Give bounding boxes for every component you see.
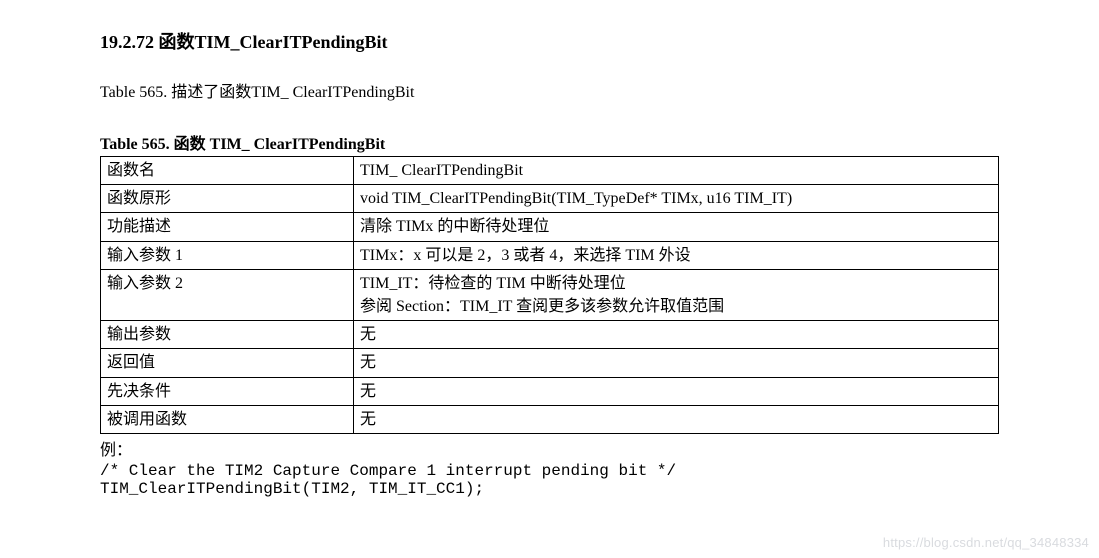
table-cell-value: TIM_IT：待检查的 TIM 中断待处理位参阅 Section：TIM_IT … [354, 269, 999, 320]
table-cell-value: TIMx：x 可以是 2，3 或者 4，来选择 TIM 外设 [354, 241, 999, 269]
table-cell-value: void TIM_ClearITPendingBit(TIM_TypeDef* … [354, 185, 999, 213]
table-cell-label: 返回值 [101, 349, 354, 377]
table-cell-label: 输入参数 2 [101, 269, 354, 320]
watermark-text: https://blog.csdn.net/qq_34848334 [883, 535, 1089, 550]
table-cell-label: 输出参数 [101, 321, 354, 349]
table-row: 被调用函数 无 [101, 405, 999, 433]
section-heading: 19.2.72 函数TIM_ClearITPendingBit [100, 28, 999, 54]
table-caption: Table 565. 函数 TIM_ ClearITPendingBit [100, 130, 999, 154]
table-cell-value: 无 [354, 321, 999, 349]
table-cell-label: 功能描述 [101, 213, 354, 241]
table-cell-label: 函数原形 [101, 185, 354, 213]
table-cell-value: TIM_ ClearITPendingBit [354, 157, 999, 185]
function-table-body: 函数名 TIM_ ClearITPendingBit 函数原形 void TIM… [101, 157, 999, 434]
table-row: 先决条件 无 [101, 377, 999, 405]
table-cell-value: 清除 TIMx 的中断待处理位 [354, 213, 999, 241]
table-row: 输出参数 无 [101, 321, 999, 349]
example-label: 例： [100, 436, 999, 460]
table-cell-value: 无 [354, 377, 999, 405]
table-row: 返回值 无 [101, 349, 999, 377]
table-row: 输入参数 1 TIMx：x 可以是 2，3 或者 4，来选择 TIM 外设 [101, 241, 999, 269]
table-cell-label: 函数名 [101, 157, 354, 185]
table-cell-value: 无 [354, 349, 999, 377]
function-table: 函数名 TIM_ ClearITPendingBit 函数原形 void TIM… [100, 156, 999, 434]
table-row: 输入参数 2 TIM_IT：待检查的 TIM 中断待处理位参阅 Section：… [101, 269, 999, 320]
code-block: /* Clear the TIM2 Capture Compare 1 inte… [100, 462, 999, 498]
intro-line: Table 565. 描述了函数TIM_ ClearITPendingBit [100, 78, 999, 102]
table-cell-label: 先决条件 [101, 377, 354, 405]
page-root: 19.2.72 函数TIM_ClearITPendingBit Table 56… [0, 0, 1099, 558]
table-cell-value: 无 [354, 405, 999, 433]
table-cell-label: 输入参数 1 [101, 241, 354, 269]
table-cell-label: 被调用函数 [101, 405, 354, 433]
table-row: 函数原形 void TIM_ClearITPendingBit(TIM_Type… [101, 185, 999, 213]
table-row: 功能描述 清除 TIMx 的中断待处理位 [101, 213, 999, 241]
table-row: 函数名 TIM_ ClearITPendingBit [101, 157, 999, 185]
